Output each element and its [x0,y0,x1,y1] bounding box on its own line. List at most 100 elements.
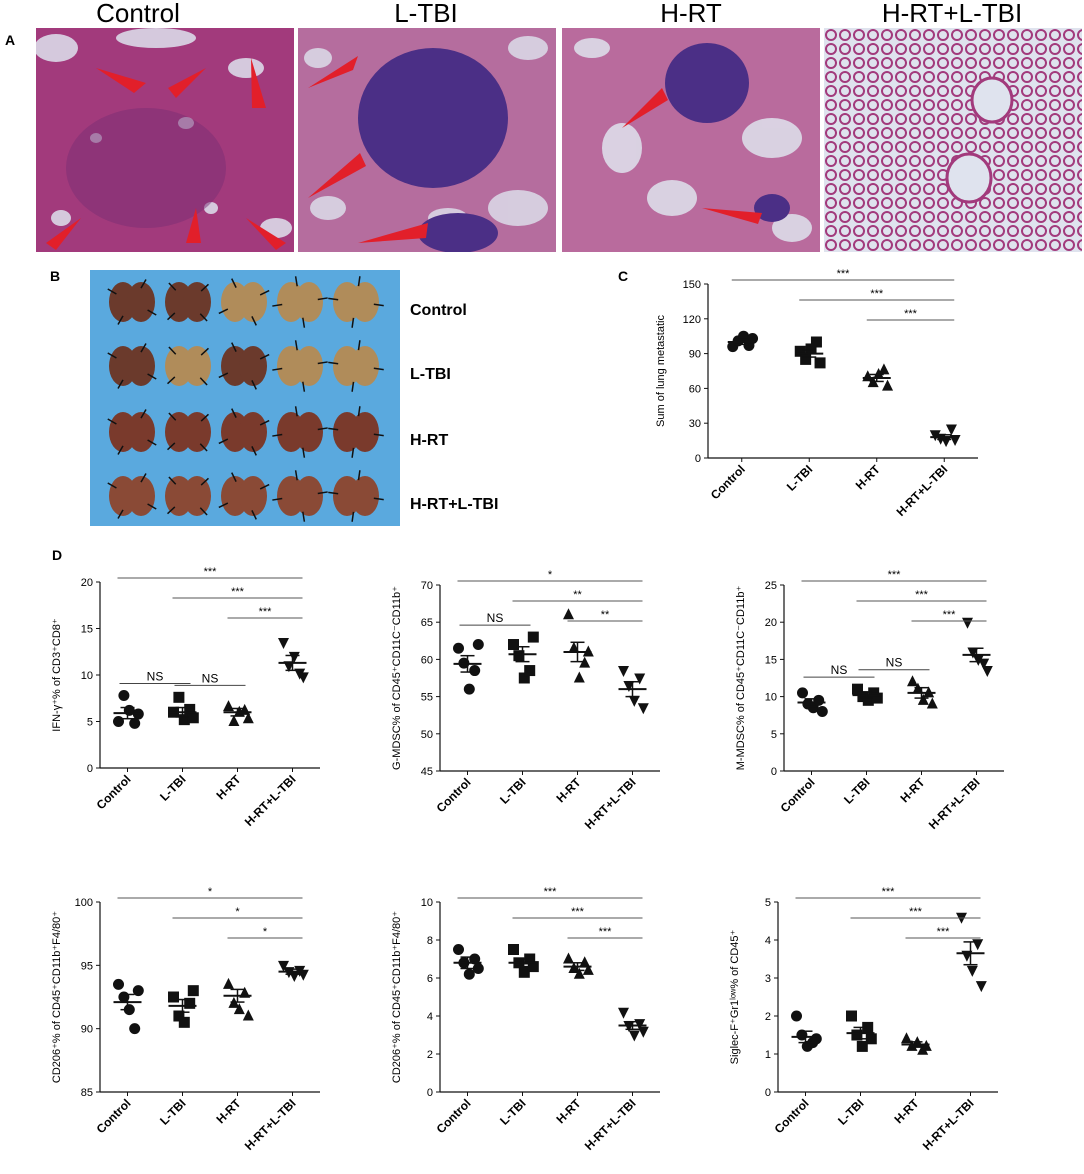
series-group [794,336,826,369]
significance-label: *** [231,586,245,598]
data-point [173,1010,185,1022]
x-tick-label: H-RT [213,772,244,803]
y-tick-label: 30 [689,418,701,430]
data-point [524,953,536,965]
data-point [129,717,141,729]
data-point [453,642,464,654]
data-point [524,665,536,677]
y-tick-label: 1 [765,1049,771,1061]
lung-specimen [272,340,328,392]
histology-image-l-tbi [298,28,556,252]
data-point [132,985,144,997]
significance-label: * [263,926,268,938]
y-tick-label: 0 [427,1087,433,1099]
data-point [972,654,984,666]
data-point [791,1010,802,1022]
significance-label: NS [886,656,903,670]
significance-label: *** [259,606,273,618]
series-group [563,608,594,683]
x-tick-label: H-RT [553,1096,584,1127]
data-point [184,997,196,1009]
data-point [563,952,574,964]
x-tick-label: H-RT+L-TBI [242,1096,299,1153]
y-tick-label: 0 [771,766,777,778]
series-group [278,637,309,684]
y-tick-label: 55 [421,692,433,704]
significance-label: *** [204,566,218,578]
panel-label-a: A [5,32,16,48]
lung-specimen [218,278,270,326]
panel-label-b: B [50,268,61,284]
y-axis-label: M-MDSC% of CD45⁺CD11C⁻CD11b⁺ [735,586,747,771]
y-tick-label: 2 [427,1049,433,1061]
x-tick-label: H-RT [891,1096,922,1127]
series-group [508,944,539,978]
data-point [618,1007,629,1019]
data-point [508,944,519,955]
chart-d2-g-mdsc: 45 50 55 60 65 70 G-MDSC% of CD45⁺CD11C⁻CD11b⁺… [391,545,672,835]
significance-label: NS [831,663,848,677]
x-tick-label: H-RT [553,775,584,806]
series-group [168,985,199,1028]
chart-d1-ifn-gamma: 0 5 10 15 20 IFN-γ⁺% of CD3⁺CD8⁺ Control L-TBI H… [51,562,332,832]
y-axis-label: CD206⁺% of CD45⁺CD11b⁺F4/80⁺ [51,911,63,1083]
data-point [453,944,464,955]
y-tick-label: 6 [427,973,433,985]
data-point [463,968,475,980]
y-axis-label: Siglec-F⁺Gr1ˡᵒʷ% of CD45⁺ [729,929,741,1064]
chart-d6-siglec-f: 0 1 2 3 4 5 Siglec-F⁺Gr1ˡᵒʷ% of CD45⁺ Control L-… [729,874,1030,1174]
y-tick-label: 5 [771,729,777,741]
lung-specimen [272,276,328,328]
significance-label: *** [915,589,929,601]
y-tick-label: 4 [765,935,771,947]
significance-label: NS [147,669,164,683]
data-point [862,1021,874,1033]
series-group [962,617,993,678]
data-point [967,647,979,659]
data-point [573,967,585,979]
y-tick-label: 5 [87,717,93,729]
y-tick-label: 120 [683,314,701,326]
photo-label-l-tbi: L-TBI [410,366,451,383]
x-tick-label: H-RT+L-TBI [242,772,299,829]
lung-specimen [165,412,211,452]
series-group [618,666,649,715]
data-point [118,689,130,701]
x-tick-label: L-TBI [841,775,873,807]
data-point [113,716,124,727]
lung-specimen [107,473,157,519]
y-tick-label: 10 [421,897,433,909]
chart-d4-cd206-high: 85 90 95 100 CD206⁺% of CD45⁺CD11b⁺F4/80⁺ Con… [51,874,352,1174]
lung-specimen [107,279,157,325]
data-point [579,656,591,668]
lung-specimen [165,282,211,322]
lung-specimen [218,342,270,390]
data-point [582,963,594,975]
data-point [223,977,234,989]
data-point [242,712,254,724]
data-point [233,1003,245,1015]
data-point [178,714,190,726]
data-point [278,637,289,649]
data-point [563,608,574,620]
data-point [187,712,199,724]
lung-specimen [328,276,384,328]
lung-specimen [107,409,157,455]
x-tick-label: L-TBI [784,462,816,494]
data-point [637,1026,649,1038]
y-axis-label: IFN-γ⁺% of CD3⁺CD8⁺ [51,618,63,732]
data-point [926,697,938,709]
significance-label: *** [888,569,902,581]
y-axis-label: CD206⁺% of CD45⁺CD11b⁺F4/80⁺ [391,911,403,1083]
data-point [173,691,185,703]
panel-label-c: C [618,268,629,284]
data-point [794,345,806,357]
significance-label: NS [202,671,219,685]
data-point [168,991,179,1003]
panel-label-d: D [52,547,63,563]
data-point [873,367,885,379]
x-tick-label: L-TBI [497,1096,529,1128]
x-tick-label: H-RT+L-TBI [582,775,639,832]
significance-label: *** [904,308,918,320]
lung-specimen [328,406,384,458]
